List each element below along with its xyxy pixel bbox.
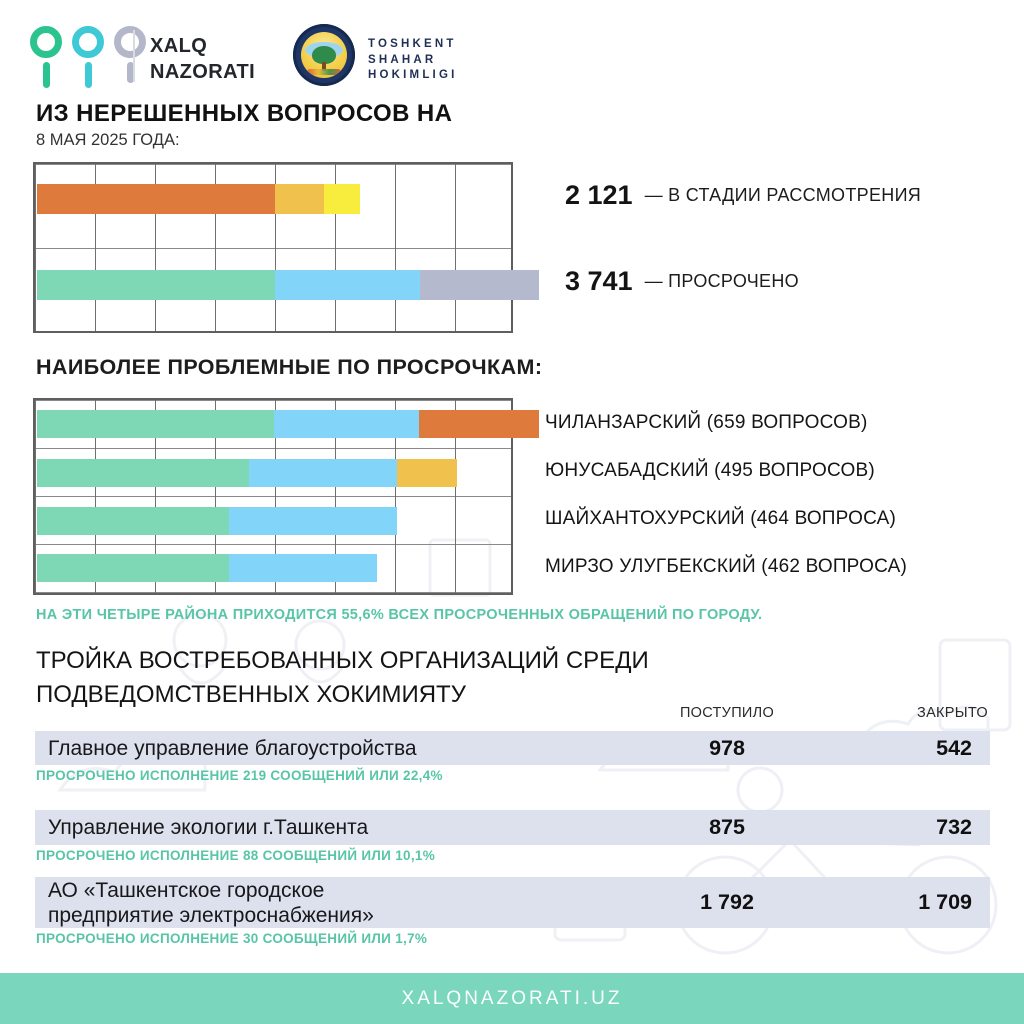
section-title-top-organizations: ТРОЙКА ВОСТРЕБОВАННЫХ ОРГАНИЗАЦИЙ СРЕДИ … bbox=[36, 644, 649, 712]
bar-segment-mint bbox=[37, 554, 229, 582]
magnifier-icon-green bbox=[30, 26, 66, 88]
legend-in-review: 2 121 — В СТАДИИ РАССМОТРЕНИЯ bbox=[565, 180, 921, 211]
hokimiyat-line3: HOKIMLIGI bbox=[368, 69, 458, 81]
page-title: ИЗ НЕРЕШЕННЫХ ВОПРОСОВ НА bbox=[36, 100, 453, 127]
brand-line1: XALQ bbox=[150, 35, 208, 57]
district-label-shaykhantokhur: ШАЙХАНТОХУРСКИЙ (464 ВОПРОСА) bbox=[545, 508, 896, 529]
table-row: Управление экологии г.Ташкента 875 732 bbox=[35, 810, 990, 845]
bar-yunusabad bbox=[37, 459, 457, 487]
bar-segment-orange bbox=[37, 184, 275, 214]
districts-share-note: НА ЭТИ ЧЕТЫРЕ РАЙОНА ПРИХОДИТСЯ 55,6% ВС… bbox=[36, 607, 763, 623]
org-overdue-note: ПРОСРОЧЕНО ИСПОЛНЕНИЕ 88 СООБЩЕНИЙ ИЛИ 1… bbox=[36, 848, 436, 863]
bar-segment-mint bbox=[37, 270, 275, 300]
hokimiyat-line2: SHAHAR bbox=[368, 53, 437, 66]
org-closed: 542 bbox=[936, 735, 972, 760]
page-subtitle: 8 МАЯ 2025 ГОДА: bbox=[36, 131, 180, 149]
bar-segment-mint bbox=[37, 507, 229, 535]
in-review-value: 2 121 bbox=[565, 180, 633, 210]
bar-segment-mint bbox=[37, 410, 274, 438]
bar-in-review bbox=[37, 184, 360, 214]
legend-overdue: 3 741 — ПРОСРОЧЕНО bbox=[565, 266, 799, 297]
table-row: АО «Ташкентское городское предприятие эл… bbox=[35, 877, 990, 928]
org-received: 1 792 bbox=[700, 890, 754, 914]
bar-segment-lavender bbox=[420, 270, 539, 300]
org-name: Управление экологии г.Ташкента bbox=[48, 816, 369, 839]
bar-shaykhantokhur bbox=[37, 507, 397, 535]
chart-unresolved-issues bbox=[33, 162, 539, 333]
bar-segment-sky bbox=[229, 554, 377, 582]
org-received: 978 bbox=[709, 735, 745, 760]
bar-segment-sky bbox=[229, 507, 397, 535]
column-header-closed: ЗАКРЫТО bbox=[917, 705, 988, 721]
magnifier-icon-gray bbox=[114, 26, 150, 86]
org-name: Главное управление благоустройства bbox=[48, 736, 417, 760]
bar-segment-sky bbox=[249, 459, 397, 487]
section-title-most-overdue: НАИБОЛЕЕ ПРОБЛЕМНЫЕ ПО ПРОСРОЧКАМ: bbox=[36, 355, 543, 379]
section3-title-line1: ТРОЙКА ВОСТРЕБОВАННЫХ ОРГАНИЗАЦИЙ СРЕДИ bbox=[36, 647, 649, 674]
magnifier-icon-cyan bbox=[72, 26, 108, 88]
xalq-nazorati-logo bbox=[30, 26, 150, 88]
in-review-label: — В СТАДИИ РАССМОТРЕНИЯ bbox=[644, 185, 922, 205]
org-overdue-note: ПРОСРОЧЕНО ИСПОЛНЕНИЕ 219 СООБЩЕНИЙ ИЛИ … bbox=[36, 768, 443, 783]
bar-segment-sky bbox=[275, 270, 420, 300]
org-closed: 732 bbox=[936, 815, 972, 839]
bar-segment-orange bbox=[419, 410, 539, 438]
tashkent-hokimiyat-emblem-icon bbox=[293, 24, 355, 86]
org-overdue-note: ПРОСРОЧЕНО ИСПОЛНЕНИЕ 30 СООБЩЕНИЙ ИЛИ 1… bbox=[36, 931, 428, 946]
footer-url[interactable]: XALQNAZORATI.UZ bbox=[401, 987, 623, 1009]
overdue-value: 3 741 bbox=[565, 266, 633, 296]
district-label-mirzo-ulugbek: МИРЗО УЛУГБЕКСКИЙ (462 ВОПРОСА) bbox=[545, 556, 908, 577]
chart-districts-overdue bbox=[33, 398, 539, 595]
footer-bar: XALQNAZORATI.UZ bbox=[0, 973, 1024, 1024]
bar-mirzo-ulugbek bbox=[37, 554, 377, 582]
org-closed: 1 709 bbox=[918, 890, 972, 914]
hokimiyat-name: TOSHKENT SHAHAR HOKIMLIGI bbox=[368, 37, 458, 84]
org-received: 875 bbox=[709, 815, 745, 839]
bar-segment-amber bbox=[275, 184, 324, 214]
org-name: АО «Ташкентское городское предприятие эл… bbox=[48, 878, 374, 927]
bar-segment-yellow bbox=[324, 184, 360, 214]
bar-segment-sky bbox=[274, 410, 419, 438]
district-label-chilanzar: ЧИЛАНЗАРСКИЙ (659 ВОПРОСОВ) bbox=[545, 412, 868, 433]
brand-line2: NAZORATI bbox=[150, 61, 256, 83]
brand-name: XALQ NAZORATI bbox=[150, 33, 255, 85]
bar-segment-amber bbox=[397, 459, 457, 487]
table-row: Главное управление благоустройства 978 5… bbox=[35, 731, 990, 765]
section3-title-line2: ПОДВЕДОМСТВЕННЫХ ХОКИМИЯТУ bbox=[36, 681, 466, 708]
district-label-yunusabad: ЮНУСАБАДСКИЙ (495 ВОПРОСОВ) bbox=[545, 460, 875, 481]
header-divider bbox=[133, 30, 135, 82]
column-header-received: ПОСТУПИЛО bbox=[679, 705, 775, 721]
overdue-label: — ПРОСРОЧЕНО bbox=[644, 271, 799, 291]
bar-overdue bbox=[37, 270, 539, 300]
bar-segment-mint bbox=[37, 459, 249, 487]
bar-chilanzar bbox=[37, 410, 539, 438]
hokimiyat-line1: TOSHKENT bbox=[368, 38, 457, 50]
